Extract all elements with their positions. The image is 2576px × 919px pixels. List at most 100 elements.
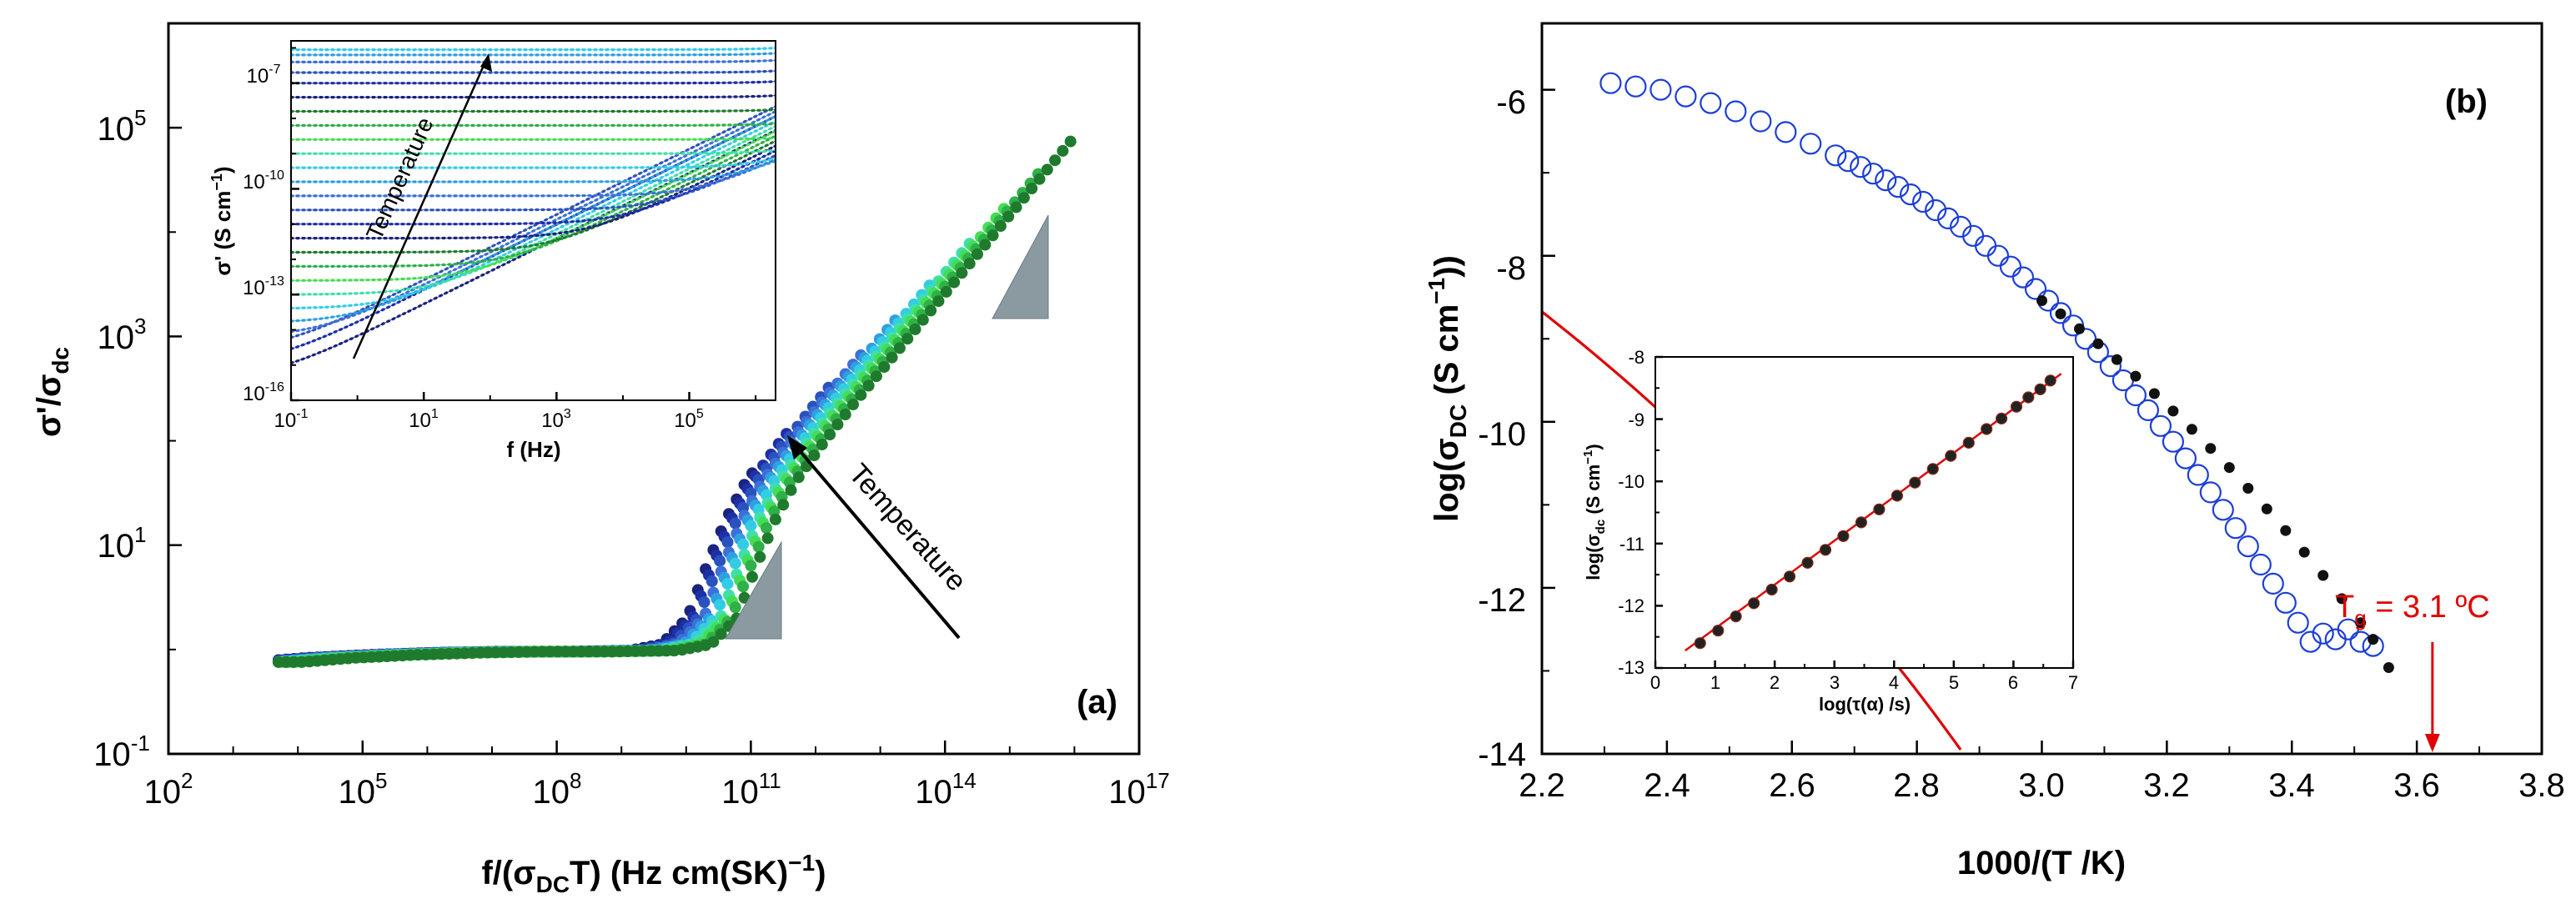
inset-data-point: [1712, 625, 1725, 637]
inset-conductivity-line: [291, 123, 776, 126]
master-curve-point: [754, 550, 766, 563]
panel-a-ticks: [167, 23, 1141, 756]
inset-data-point: [1891, 490, 1903, 502]
b-xtick-label: 3.4: [2268, 767, 2315, 804]
inset-data-point: [1765, 583, 1778, 596]
open-circle-point: [1937, 207, 1960, 229]
ia-ytick-label: 10-7: [247, 63, 281, 88]
inset-data-point: [1730, 610, 1742, 623]
master-curve-point: [916, 314, 929, 326]
inset-conductivity-line: [291, 70, 776, 73]
ib-ytick-label: -8: [1628, 347, 1645, 368]
open-circle-point: [1725, 100, 1747, 123]
master-curve-point: [761, 532, 774, 545]
inset-conductivity-line: [291, 95, 776, 98]
open-circle-point: [1599, 72, 1622, 94]
open-circle-point: [2124, 384, 2147, 407]
master-curve-point: [972, 248, 983, 260]
inset-data-point: [1694, 637, 1706, 650]
open-circle-point: [2149, 414, 2172, 437]
inset-b-data-layer: [1685, 373, 2062, 652]
inset-conductivity-line: [291, 158, 776, 197]
filled-dot-point: [2368, 634, 2379, 645]
open-circle-point: [2249, 553, 2272, 576]
a-xtick-label: 108: [533, 768, 582, 811]
open-circle-point: [1624, 75, 1647, 98]
inset-conductivity-line: [291, 109, 776, 112]
master-curve-point: [963, 258, 976, 270]
ia-ytick-label: 10-16: [243, 380, 284, 405]
ib-xtick-label: 3: [1830, 672, 1840, 693]
master-curve-point: [1010, 201, 1022, 213]
open-circle-point: [2274, 591, 2297, 614]
inset-data-point: [1837, 530, 1850, 542]
master-curve-point: [715, 628, 727, 640]
inset-conductivity-line: [291, 48, 776, 50]
master-curve-point: [1041, 163, 1053, 176]
ia-xtick-label: 105: [674, 407, 704, 432]
ia-x-axis-title: f (Hz): [507, 437, 561, 462]
ib-ytick-label: -11: [1619, 534, 1645, 555]
open-circle-point: [1986, 244, 2010, 267]
master-curve-point: [714, 555, 726, 567]
master-curve-point: [886, 351, 898, 364]
slope-triangle-upper: [992, 214, 1049, 319]
a-xtick-label: 102: [144, 768, 193, 811]
inset-data-point: [1873, 503, 1886, 515]
b-xtick-label: 3.2: [2143, 767, 2190, 804]
open-circle-point: [1850, 156, 1872, 178]
open-circle-point: [1800, 133, 1822, 155]
master-curve-point: [707, 635, 720, 648]
b-ytick-label: -10: [1478, 416, 1526, 453]
master-curve-point: [987, 229, 999, 242]
filled-dot-point: [2055, 308, 2066, 319]
inset-data-point: [1981, 423, 1993, 435]
filled-dot-point: [2261, 503, 2272, 515]
inset-conductivity-line: [291, 145, 776, 239]
inset-conductivity-line: [291, 137, 776, 140]
ia-xtick-label: 101: [409, 407, 439, 432]
filled-dot-point: [2148, 388, 2160, 399]
inset-conductivity-line: [291, 53, 776, 56]
inset-conductivity-line: [291, 154, 776, 211]
b-xtick-label: 2.6: [1769, 767, 1815, 804]
master-curve-point: [752, 540, 765, 553]
open-circle-point: [2199, 481, 2222, 504]
a-y-axis-title: σ'/σdc: [31, 347, 73, 437]
filled-dot-point: [2111, 354, 2122, 365]
ia-ytick-label: 10-13: [243, 274, 284, 299]
master-curve-point: [901, 333, 914, 345]
a-ytick-label: 10-1: [93, 731, 150, 773]
inset-conductivity-line: [291, 81, 776, 84]
master-curve-point: [847, 399, 859, 410]
open-circle-point: [2099, 355, 2122, 378]
a-x-axis-title: f/(σDCT) (Hz cm(SK)−1): [481, 850, 826, 897]
inset-data-point: [1783, 570, 1796, 583]
panel-a-frame: [167, 22, 1141, 756]
filled-dot-point: [2130, 370, 2142, 382]
panel-b-label: (b): [2445, 83, 2488, 120]
open-circle-point: [2074, 328, 2097, 350]
master-curve-point: [909, 323, 921, 335]
ia-y-axis-title: σ' (S cm−1): [208, 166, 235, 275]
open-circle-point: [2049, 302, 2072, 324]
a-xtick-label: 105: [339, 768, 388, 811]
master-curve-point: [721, 578, 734, 590]
inset-conductivity-line: [291, 149, 776, 154]
tg-annotation: Tg = 3.1 ºC: [2335, 590, 2490, 630]
master-curve-point: [721, 536, 734, 549]
panel-a-inset: Temperature 10-1 101 103 105 10-16 10-13…: [208, 40, 776, 462]
open-circle-point: [2237, 535, 2259, 558]
inset-data-point: [1926, 463, 1939, 475]
ib-ytick-label: -12: [1618, 595, 1645, 616]
b-ytick-label: -6: [1496, 84, 1526, 121]
open-circle-point: [2287, 611, 2309, 634]
master-curve-point: [855, 389, 867, 401]
ib-xtick-label: 4: [1889, 672, 1899, 693]
open-circle-point: [1700, 92, 1722, 114]
master-curve-point: [1049, 154, 1062, 167]
master-curve-point: [729, 517, 741, 530]
master-curve-point: [792, 471, 805, 484]
filled-dot-point: [2074, 323, 2085, 334]
open-circle-point: [1925, 198, 1947, 222]
